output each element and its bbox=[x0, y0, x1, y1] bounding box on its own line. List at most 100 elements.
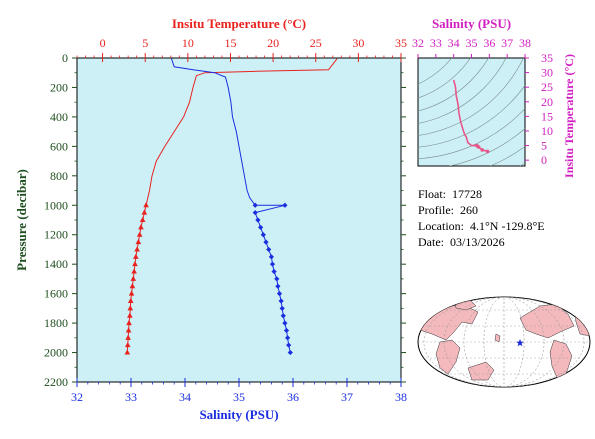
location-info: Location: 4.1°N -129.8°E bbox=[418, 219, 545, 234]
ts-temp-tick-label: 35 bbox=[541, 51, 553, 65]
temperature-marker bbox=[135, 238, 142, 245]
map-landmass bbox=[519, 303, 575, 339]
sal-tick-label: 32 bbox=[71, 390, 83, 404]
map-landmass bbox=[435, 339, 461, 375]
salinity-marker bbox=[252, 202, 258, 208]
temperature-marker bbox=[131, 268, 137, 274]
temp-tick-label: 15 bbox=[224, 36, 236, 50]
salinity-marker bbox=[278, 298, 284, 304]
pressure-tick-label: 1800 bbox=[44, 316, 68, 330]
location-map bbox=[417, 296, 591, 388]
temperature-marker bbox=[125, 327, 132, 333]
pressure-tick-label: 0 bbox=[62, 51, 68, 65]
sal-axis-label: Salinity (PSU) bbox=[199, 407, 278, 422]
ts-diagram: 32 33 34 35 36 37 38 Salinity (PSU) 051015202530… bbox=[412, 16, 576, 178]
ts-temp-tick-label: 15 bbox=[541, 109, 553, 123]
salinity-marker bbox=[286, 342, 292, 348]
location-label: Location: bbox=[418, 219, 464, 233]
salinity-marker bbox=[263, 239, 269, 245]
salinity-marker bbox=[282, 320, 288, 326]
ts-temp-tick-label: 10 bbox=[541, 124, 553, 138]
ts-sal-tick-label: 36 bbox=[483, 36, 495, 50]
salinity-marker bbox=[255, 217, 261, 223]
ts-temp-tick-label: 20 bbox=[541, 95, 553, 109]
profile-value: 260 bbox=[460, 203, 478, 217]
pressure-tick-label: 1600 bbox=[44, 287, 68, 301]
ts-temp-tick-label: 30 bbox=[541, 66, 553, 80]
date-label: Date: bbox=[418, 235, 444, 249]
pressure-tick-label: 200 bbox=[50, 80, 68, 94]
map-landmass bbox=[467, 361, 495, 381]
date-info: Date: 03/13/2026 bbox=[418, 235, 505, 250]
temperature-profile-line bbox=[126, 58, 338, 353]
temp-tick-label: 0 bbox=[100, 36, 106, 50]
salinity-marker bbox=[275, 283, 281, 289]
ts-sal-tick-label: 32 bbox=[412, 36, 424, 50]
profile-info: Profile: 260 bbox=[418, 203, 478, 218]
salinity-marker bbox=[276, 291, 283, 297]
map-meridian bbox=[483, 297, 525, 387]
date-value: 03/13/2026 bbox=[450, 235, 505, 249]
ts-temp-axis-label: Insitu Temperature (°C) bbox=[562, 54, 576, 178]
temperature-marker bbox=[127, 297, 134, 303]
ts-marker bbox=[480, 148, 485, 152]
salinity-marker bbox=[283, 327, 290, 334]
temp-tick-label: 10 bbox=[182, 36, 194, 50]
sal-tick-label: 36 bbox=[287, 390, 299, 404]
salinity-marker bbox=[269, 261, 276, 267]
salinity-marker bbox=[260, 232, 266, 238]
ts-marker bbox=[476, 145, 481, 149]
ts-marker bbox=[485, 149, 490, 154]
temperature-marker bbox=[138, 224, 144, 230]
pressure-tick-label: 1000 bbox=[44, 198, 68, 212]
ts-sal-tick-label: 33 bbox=[430, 36, 442, 50]
temperature-marker bbox=[127, 305, 134, 311]
temperature-marker bbox=[126, 319, 132, 326]
float-location-star bbox=[516, 339, 524, 347]
salinity-marker bbox=[279, 305, 285, 311]
pressure-axis-label: Pressure (decibar) bbox=[14, 169, 29, 271]
temperature-marker bbox=[132, 260, 138, 267]
map-meridian bbox=[463, 297, 545, 387]
temp-tick-label: 20 bbox=[267, 36, 279, 50]
temperature-marker bbox=[141, 209, 148, 215]
temperature-marker bbox=[143, 202, 149, 208]
salinity-marker bbox=[282, 202, 288, 208]
ts-plot-area bbox=[417, 57, 526, 167]
salinity-marker bbox=[271, 268, 277, 275]
sal-tick-label: 34 bbox=[179, 390, 191, 404]
pressure-tick-label: 2000 bbox=[44, 346, 68, 360]
temperature-marker bbox=[129, 283, 136, 289]
temperature-marker bbox=[127, 312, 133, 318]
salinity-marker bbox=[252, 210, 258, 216]
temperature-marker bbox=[133, 253, 139, 259]
sal-tick-label: 35 bbox=[233, 390, 245, 404]
temperature-marker bbox=[128, 290, 135, 296]
temp-tick-label: 35 bbox=[395, 36, 407, 50]
salinity-marker bbox=[274, 276, 280, 282]
temp-tick-label: 5 bbox=[142, 36, 148, 50]
salinity-marker bbox=[285, 335, 291, 341]
ts-sal-tick-label: 38 bbox=[519, 36, 531, 50]
temperature-marker bbox=[136, 231, 143, 237]
float-info: Float: 17728 bbox=[418, 187, 482, 202]
ts-temp-tick-label: 0 bbox=[541, 153, 547, 167]
ts-sal-tick-label: 34 bbox=[448, 36, 460, 50]
ts-sal-axis-label: Salinity (PSU) bbox=[432, 16, 511, 31]
pressure-tick-label: 400 bbox=[50, 110, 68, 124]
float-value: 17728 bbox=[452, 187, 483, 201]
ts-sal-tick-label: 35 bbox=[466, 36, 478, 50]
temperature-marker bbox=[130, 275, 137, 281]
sal-tick-label: 33 bbox=[125, 390, 137, 404]
ts-temp-tick-label: 5 bbox=[541, 139, 547, 153]
salinity-marker bbox=[268, 254, 274, 260]
profile-plot: 0 5 10 15 20 25 30 35 Insitu Temperature (°C) 32 3… bbox=[14, 16, 407, 422]
location-value: 4.1°N -129.8°E bbox=[469, 219, 545, 233]
salinity-marker bbox=[266, 246, 272, 253]
ts-sal-tick-label: 37 bbox=[501, 36, 513, 50]
temperature-marker bbox=[124, 341, 131, 348]
pressure-tick-label: 800 bbox=[50, 169, 68, 183]
pressure-tick-label: 2200 bbox=[44, 375, 68, 389]
temp-axis-label: Insitu Temperature (°C) bbox=[172, 16, 306, 31]
sal-tick-label: 37 bbox=[341, 390, 353, 404]
